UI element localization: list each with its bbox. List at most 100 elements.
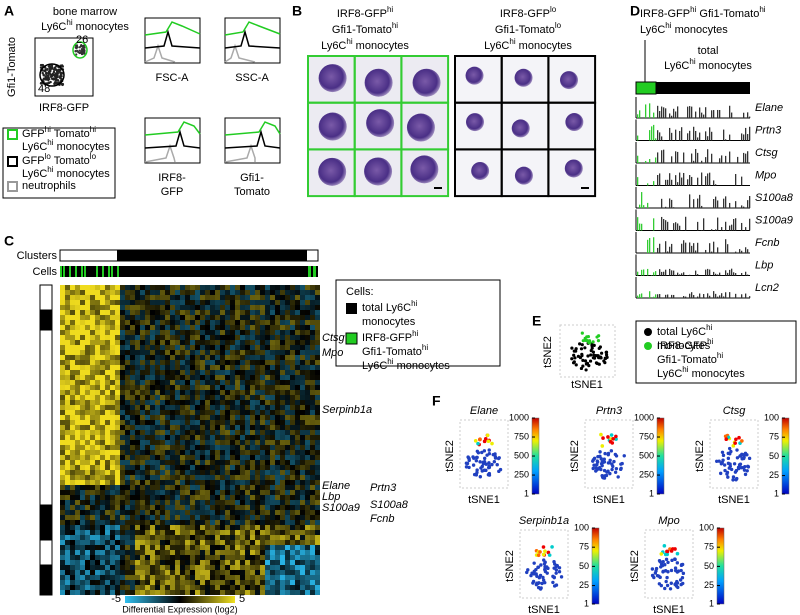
heatmap-cell (225, 520, 230, 525)
heatmap-cell (245, 315, 250, 320)
heatmap-cell (90, 395, 95, 400)
heatmap-cell (265, 375, 270, 380)
track-bar (647, 203, 648, 208)
heatmap-cell (225, 300, 230, 305)
heatmap-cell (105, 340, 110, 345)
heatmap-cell (230, 570, 235, 575)
heatmap-cell (115, 355, 120, 360)
heatmap-cell (285, 350, 290, 355)
heatmap-cell (125, 535, 130, 540)
track-bar (733, 272, 734, 275)
superscript: hi (412, 329, 418, 338)
heatmap-cell (145, 515, 150, 520)
heatmap-cell (150, 530, 155, 535)
heatmap-cell (280, 535, 285, 540)
heatmap-cell (255, 400, 260, 405)
heatmap-cell (235, 395, 240, 400)
heatmap-cell (175, 435, 180, 440)
heatmap-cell (135, 495, 140, 500)
track-bar (675, 151, 676, 163)
heatmap-cell (240, 440, 245, 445)
heatmap-cell (275, 420, 280, 425)
heatmap-cell (305, 465, 310, 470)
heatmap-cell (65, 425, 70, 430)
cells-green (117, 266, 119, 277)
heatmap-cell (115, 530, 120, 535)
heatmap-cell (135, 335, 140, 340)
tsne-dot (682, 572, 685, 575)
heatmap-cell (200, 510, 205, 515)
track-bar (701, 206, 702, 208)
heatmap-cell (235, 500, 240, 505)
heatmap-cell (165, 380, 170, 385)
heatmap-cell (155, 300, 160, 305)
heatmap-cell (185, 370, 190, 375)
heatmap-cell (120, 565, 125, 570)
heatmap-cell (195, 535, 200, 540)
heatmap-cell (95, 410, 100, 415)
heatmap-cell (220, 545, 225, 550)
heatmap-cell (145, 530, 150, 535)
heatmap-cell (95, 290, 100, 295)
heatmap-cell (285, 510, 290, 515)
heatmap-cell (105, 325, 110, 330)
heatmap-cell (255, 570, 260, 575)
heatmap-cell (130, 460, 135, 465)
heatmap-cell (295, 560, 300, 565)
heatmap-cell (95, 285, 100, 290)
heatmap-cell (280, 460, 285, 465)
heatmap-cell (155, 495, 160, 500)
track-bar (677, 223, 678, 230)
heatmap-cell (220, 330, 225, 335)
heatmap-cell (240, 385, 245, 390)
heatmap-cell (145, 290, 150, 295)
heatmap-cell (175, 405, 180, 410)
heatmap-cell (125, 470, 130, 475)
heatmap-cell (105, 545, 110, 550)
heatmap-cell (300, 560, 305, 565)
heatmap-cell (220, 460, 225, 465)
heatmap-cell (235, 510, 240, 515)
heatmap-cell (75, 360, 80, 365)
heatmap-cell (145, 460, 150, 465)
heatmap-cell (95, 585, 100, 590)
plot-title: Prtn3 (596, 405, 623, 417)
heatmap-cell (170, 520, 175, 525)
tsne-dot (550, 545, 554, 549)
heatmap-cell (70, 580, 75, 585)
heatmap-cell (185, 530, 190, 535)
heatmap-cell (165, 510, 170, 515)
heatmap-cell (235, 290, 240, 295)
heatmap-cell (280, 290, 285, 295)
heatmap-cell (95, 360, 100, 365)
heatmap-cell (140, 585, 145, 590)
heatmap-cell (85, 415, 90, 420)
heatmap-cell (220, 535, 225, 540)
heatmap-cell (260, 540, 265, 545)
heatmap-cell (235, 435, 240, 440)
heatmap-cell (310, 505, 315, 510)
heatmap-cell (240, 510, 245, 515)
track-bar (729, 292, 730, 298)
track-bar (731, 269, 732, 276)
heatmap-cell (235, 430, 240, 435)
heatmap-cell (210, 305, 215, 310)
heatmap-cell (220, 295, 225, 300)
cell (413, 69, 441, 97)
track-bar (637, 296, 638, 298)
heatmap-cell (240, 355, 245, 360)
heatmap-cell (170, 375, 175, 380)
heatmap-cell (65, 485, 70, 490)
heatmap-cell (125, 450, 130, 455)
heatmap-cell (160, 575, 165, 580)
heatmap-cell (165, 465, 170, 470)
heatmap-cell (155, 290, 160, 295)
heatmap-cell (185, 305, 190, 310)
tsne-dot (661, 570, 664, 573)
heatmap-cell (310, 510, 315, 515)
heatmap-cell (250, 560, 255, 565)
heatmap-cell (210, 550, 215, 555)
heatmap-cell (215, 320, 220, 325)
heatmap-cell (270, 520, 275, 525)
heatmap-cell (230, 295, 235, 300)
